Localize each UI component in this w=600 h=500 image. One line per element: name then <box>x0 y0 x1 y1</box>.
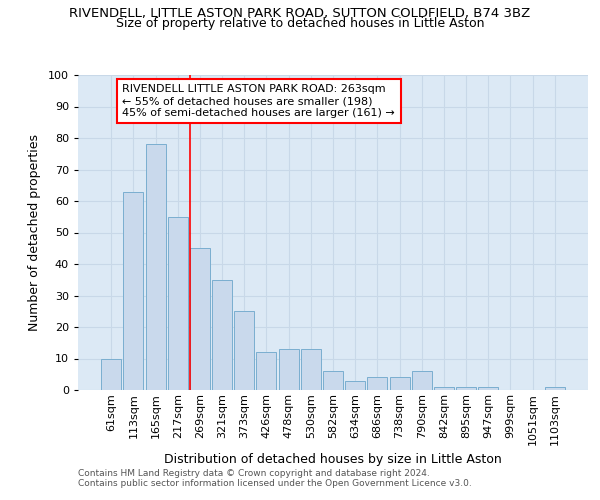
Bar <box>190 248 210 390</box>
Bar <box>478 387 498 390</box>
Bar <box>168 217 188 390</box>
Bar <box>412 371 432 390</box>
Text: RIVENDELL LITTLE ASTON PARK ROAD: 263sqm
← 55% of detached houses are smaller (1: RIVENDELL LITTLE ASTON PARK ROAD: 263sqm… <box>122 84 395 117</box>
Y-axis label: Number of detached properties: Number of detached properties <box>28 134 41 331</box>
Text: Contains HM Land Registry data © Crown copyright and database right 2024.: Contains HM Land Registry data © Crown c… <box>78 468 430 477</box>
Bar <box>434 387 454 390</box>
Bar <box>212 280 232 390</box>
Bar <box>146 144 166 390</box>
Bar <box>301 349 321 390</box>
Bar <box>367 378 388 390</box>
Bar <box>323 371 343 390</box>
X-axis label: Distribution of detached houses by size in Little Aston: Distribution of detached houses by size … <box>164 453 502 466</box>
Bar <box>345 380 365 390</box>
Bar <box>124 192 143 390</box>
Bar <box>545 387 565 390</box>
Bar <box>278 349 299 390</box>
Text: Size of property relative to detached houses in Little Aston: Size of property relative to detached ho… <box>116 18 484 30</box>
Bar <box>234 311 254 390</box>
Bar <box>256 352 277 390</box>
Text: Contains public sector information licensed under the Open Government Licence v3: Contains public sector information licen… <box>78 478 472 488</box>
Text: RIVENDELL, LITTLE ASTON PARK ROAD, SUTTON COLDFIELD, B74 3BZ: RIVENDELL, LITTLE ASTON PARK ROAD, SUTTO… <box>70 8 530 20</box>
Bar <box>456 387 476 390</box>
Bar <box>101 358 121 390</box>
Bar <box>389 378 410 390</box>
